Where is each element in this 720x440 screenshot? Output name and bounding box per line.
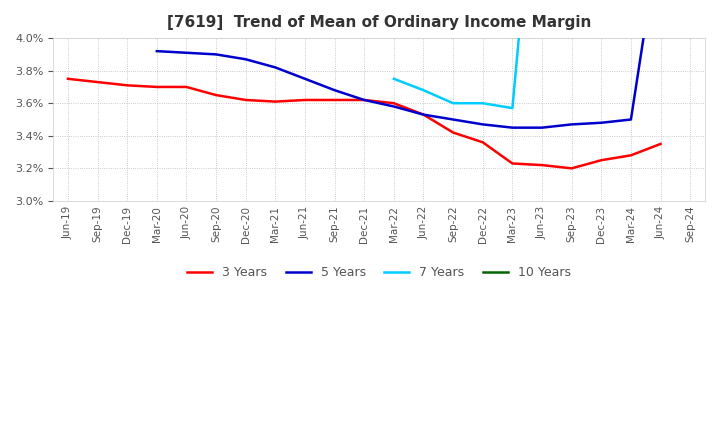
Title: [7619]  Trend of Mean of Ordinary Income Margin: [7619] Trend of Mean of Ordinary Income …	[167, 15, 591, 30]
5 Years	[241, 57, 250, 62]
3 Years	[538, 162, 546, 168]
5 Years	[330, 88, 339, 93]
3 Years	[63, 76, 72, 81]
7 Years	[449, 101, 457, 106]
3 Years	[212, 92, 220, 98]
5 Years	[419, 112, 428, 117]
Line: 7 Years: 7 Years	[394, 0, 660, 108]
7 Years	[479, 101, 487, 106]
5 Years	[153, 48, 161, 54]
3 Years	[360, 97, 369, 103]
7 Years	[508, 106, 517, 111]
3 Years	[123, 83, 132, 88]
Legend: 3 Years, 5 Years, 7 Years, 10 Years: 3 Years, 5 Years, 7 Years, 10 Years	[181, 261, 576, 284]
5 Years	[390, 104, 398, 109]
3 Years	[508, 161, 517, 166]
3 Years	[656, 141, 665, 147]
5 Years	[479, 122, 487, 127]
5 Years	[626, 117, 635, 122]
Line: 3 Years: 3 Years	[68, 79, 660, 169]
5 Years	[597, 120, 606, 125]
3 Years	[301, 97, 310, 103]
3 Years	[567, 166, 576, 171]
3 Years	[390, 101, 398, 106]
3 Years	[271, 99, 279, 104]
5 Years	[271, 65, 279, 70]
3 Years	[93, 80, 102, 85]
3 Years	[479, 139, 487, 145]
5 Years	[449, 117, 457, 122]
3 Years	[241, 97, 250, 103]
5 Years	[508, 125, 517, 130]
3 Years	[153, 84, 161, 90]
3 Years	[597, 158, 606, 163]
5 Years	[182, 50, 191, 55]
7 Years	[390, 76, 398, 81]
3 Years	[182, 84, 191, 90]
7 Years	[419, 88, 428, 93]
5 Years	[360, 97, 369, 103]
3 Years	[330, 97, 339, 103]
Line: 5 Years: 5 Years	[157, 0, 660, 128]
5 Years	[567, 122, 576, 127]
3 Years	[419, 112, 428, 117]
5 Years	[301, 76, 310, 81]
3 Years	[449, 130, 457, 135]
3 Years	[626, 153, 635, 158]
5 Years	[538, 125, 546, 130]
5 Years	[212, 52, 220, 57]
